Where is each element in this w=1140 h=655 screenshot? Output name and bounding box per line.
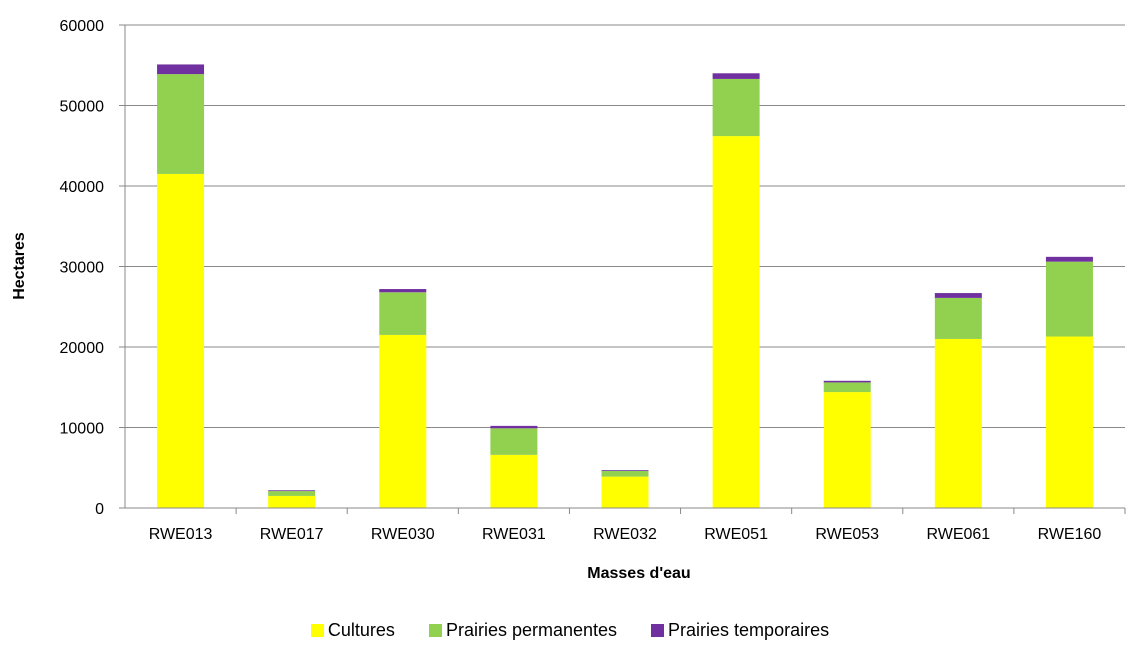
bar-segment-prairies-temporaires [823,380,871,383]
x-tick-label: RWE031 [482,526,546,543]
bar-segment-cultures [934,338,982,508]
bar-segment-prairies-temporaires [157,64,205,75]
legend-label: Prairies temporaires [668,620,830,640]
bar-segment-prairies-temporaires [1045,256,1093,262]
y-tick-label: 40000 [60,179,105,196]
bar-segment-cultures [268,495,316,508]
y-tick-label: 50000 [60,99,105,116]
bar-segment-prairies-temporaires [934,293,982,298]
legend-item: Cultures [310,620,395,641]
bar-segment-prairies-permanentes [823,382,871,393]
x-tick-label: RWE032 [593,526,657,543]
legend-label: Cultures [327,620,395,640]
bar-segment-prairies-temporaires [268,490,316,492]
y-tick-label: 60000 [60,18,105,35]
bar-segment-prairies-permanentes [490,428,538,455]
y-tick-label: 0 [95,501,104,518]
bar-segment-cultures [379,334,427,508]
bar-segment-prairies-temporaires [712,73,760,79]
legend-swatch [428,624,442,637]
bar-segment-prairies-permanentes [1045,261,1093,337]
legend-item: Prairies temporaires [651,620,829,641]
x-tick-label: RWE013 [149,526,213,543]
legend-item: Prairies permanentes [428,620,618,641]
axes [119,24,1126,514]
legend-swatch [651,624,665,637]
tick-labels: 0 10000 20000 30000 40000 50000 60000 RWE013 RWE… [60,18,1102,543]
bar-segment-cultures [601,476,649,508]
bar-segment-cultures [157,173,205,509]
bar-segment-prairies-permanentes [601,470,649,477]
bar-segment-cultures [1045,336,1093,508]
bar-segment-prairies-temporaires [490,425,538,429]
bar-segment-cultures [712,136,760,508]
bar-segment-prairies-permanentes [934,297,982,339]
x-axis-title: Masses d'eau [587,565,690,582]
x-tick-label: RWE030 [371,526,435,543]
x-tick-label: RWE017 [260,526,324,543]
bar-segment-prairies-temporaires [379,289,427,293]
bar-segment-prairies-permanentes [157,74,205,174]
legend-label: Prairies permanentes [445,620,618,640]
chart: 0 10000 20000 30000 40000 50000 60000 RWE013 RWE… [11,18,1126,582]
y-tick-label: 30000 [60,260,105,277]
bar-segment-cultures [490,454,538,508]
y-axis-title: Hectares [11,232,28,300]
legend-swatch [310,624,324,637]
x-tick-label: RWE053 [815,526,879,543]
bars [157,64,1093,509]
bar-segment-prairies-permanentes [379,292,427,335]
y-tick-label: 10000 [60,421,105,438]
bar-segment-prairies-temporaires [601,470,649,471]
bar-segment-cultures [823,392,871,508]
y-tick-label: 20000 [60,340,105,357]
bar-segment-prairies-permanentes [712,78,760,137]
bar-segment-prairies-permanentes [268,491,316,496]
x-tick-label: RWE061 [926,526,990,543]
legend: Cultures Prairies permanentes Prairies tem… [0,620,1140,641]
x-tick-label: RWE051 [704,526,768,543]
x-tick-label: RWE160 [1038,526,1102,543]
